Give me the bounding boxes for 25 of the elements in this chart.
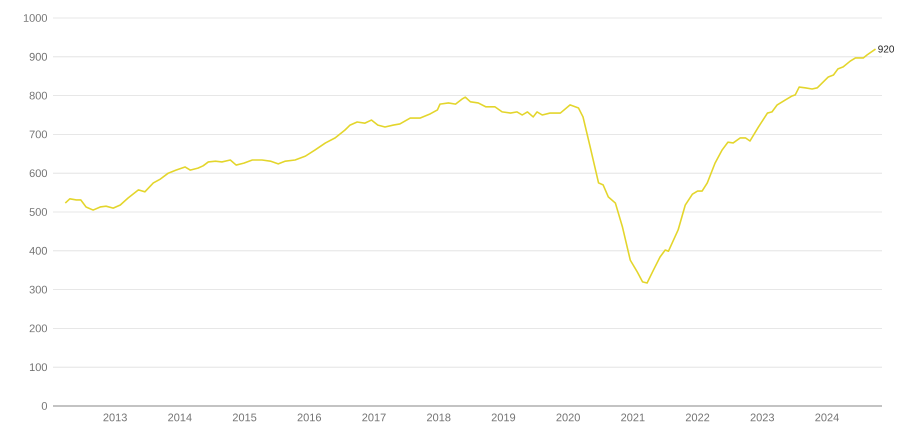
x-tick-label: 2020 bbox=[556, 414, 580, 422]
annotation: 920 bbox=[878, 46, 894, 53]
x-tick-label: 2024 bbox=[815, 414, 839, 422]
x-tick-label: 2018 bbox=[427, 414, 450, 422]
x-tick-label: 2023 bbox=[750, 414, 774, 422]
x-tick-label: 2017 bbox=[362, 414, 386, 422]
y-tick-label: 100 bbox=[30, 363, 48, 372]
y-tick-label: 1000 bbox=[24, 14, 48, 22]
y-tick-label: 900 bbox=[30, 52, 48, 61]
x-tick-label: 2015 bbox=[232, 414, 256, 422]
x-tick-label: 2014 bbox=[168, 414, 192, 422]
line-series bbox=[64, 48, 876, 284]
x-tick-label: 2013 bbox=[103, 414, 127, 422]
x-tick-label: 2019 bbox=[492, 414, 516, 422]
y-tick-label: 200 bbox=[30, 324, 48, 332]
y-tick-label: 800 bbox=[30, 92, 48, 100]
x-tick-label: 2022 bbox=[686, 414, 710, 422]
y-tick-label: 600 bbox=[30, 169, 48, 178]
y-tick-label: 400 bbox=[29, 246, 48, 255]
x-tick-label: 2016 bbox=[298, 414, 322, 422]
y-tick-label: 300 bbox=[30, 286, 48, 294]
y-tick-label: 700 bbox=[30, 130, 48, 138]
y-tick-label: 500 bbox=[30, 208, 48, 216]
x-tick-label: 2021 bbox=[621, 414, 645, 422]
y-tick-label: 0 bbox=[42, 402, 48, 410]
